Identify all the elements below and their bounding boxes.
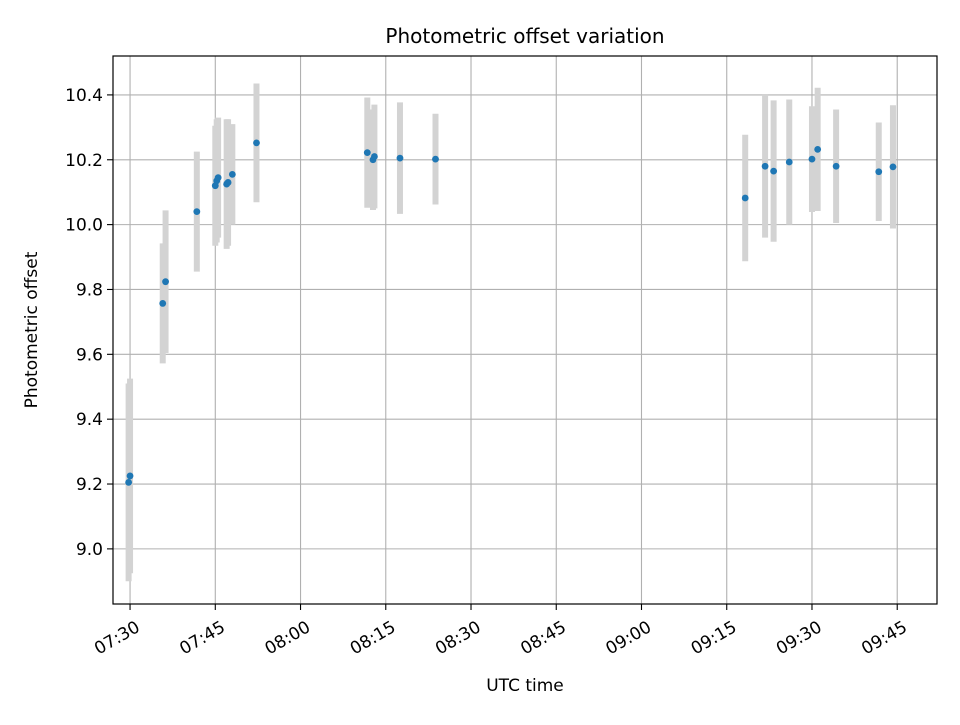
y-tick-label: 10.4 xyxy=(65,86,103,106)
chart-title: Photometric offset variation xyxy=(385,24,664,48)
data-point xyxy=(396,154,404,162)
data-point xyxy=(126,472,134,480)
data-point xyxy=(193,208,201,216)
data-point xyxy=(371,153,378,160)
data-point xyxy=(159,300,167,307)
data-point xyxy=(162,278,169,286)
data-point xyxy=(432,155,439,163)
data-point xyxy=(253,139,260,147)
data-point xyxy=(224,179,232,186)
y-tick-label: 9.8 xyxy=(76,280,103,300)
y-axis-ticks: 9.0 9.2 9.4 9.6 9.8 10.0 10.2 10.4 xyxy=(65,86,113,560)
point-layer xyxy=(125,139,897,486)
data-point xyxy=(363,149,371,157)
data-point xyxy=(761,162,769,170)
y-tick-label: 10.2 xyxy=(65,151,103,171)
data-point xyxy=(741,194,749,202)
y-axis-label: Photometric offset xyxy=(22,251,42,408)
plot-area-frame xyxy=(112,55,938,605)
data-point xyxy=(832,162,840,170)
x-axis-label: UTC time xyxy=(486,676,564,696)
y-tick-label: 10.0 xyxy=(65,216,103,236)
y-tick-label: 9.0 xyxy=(76,540,103,560)
data-point xyxy=(808,155,816,163)
data-point xyxy=(875,168,883,176)
data-point xyxy=(214,174,222,181)
y-tick-label: 9.4 xyxy=(76,410,103,430)
data-point xyxy=(889,163,897,171)
y-tick-label: 9.6 xyxy=(76,345,103,365)
data-point xyxy=(228,170,236,178)
data-point xyxy=(770,167,778,175)
data-point xyxy=(125,479,133,486)
data-point xyxy=(814,145,822,153)
data-point xyxy=(785,158,793,166)
y-tick-label: 9.2 xyxy=(76,475,103,495)
